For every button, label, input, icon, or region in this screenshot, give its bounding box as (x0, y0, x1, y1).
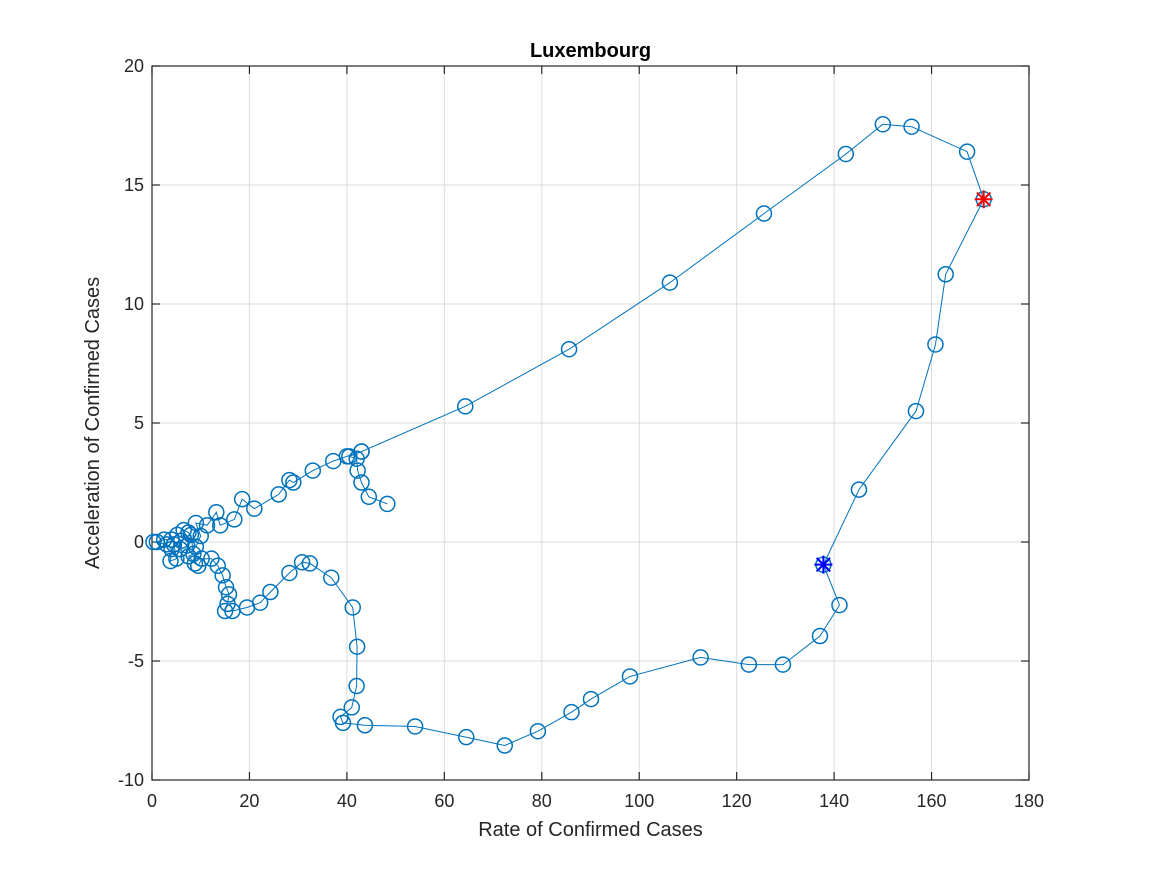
data-point (740, 656, 758, 673)
data-point (216, 602, 234, 620)
y-tick-label: 15 (124, 175, 144, 195)
data-point (182, 526, 200, 544)
start-marker-stroke (815, 557, 831, 573)
y-tick-label: 10 (124, 294, 144, 314)
x-tick-label: 80 (532, 791, 552, 811)
series (145, 116, 992, 754)
data-point (353, 443, 370, 460)
data-point (293, 553, 311, 571)
data-point (193, 550, 210, 567)
data-point (353, 474, 370, 491)
data-point (457, 398, 474, 415)
data-point (220, 586, 238, 603)
x-tick-label: 100 (624, 791, 654, 811)
x-tick-label: 140 (819, 791, 849, 811)
data-point (324, 452, 342, 470)
y-tick-label: 0 (134, 532, 144, 552)
chart-title: Luxembourg (530, 40, 651, 62)
data-point (301, 555, 319, 572)
data-point (621, 668, 639, 685)
data-point (251, 594, 269, 611)
data-point (379, 495, 396, 513)
data-point (406, 718, 424, 735)
data-point (831, 596, 848, 614)
data-point (246, 500, 263, 517)
data-point (837, 145, 855, 163)
data-point (285, 474, 302, 491)
data-point (304, 462, 322, 479)
series-line (153, 123, 985, 747)
data-point (145, 533, 162, 551)
x-tick-label: 20 (239, 791, 259, 811)
data-point (217, 578, 235, 596)
data-point (214, 567, 231, 584)
data-point (529, 722, 547, 740)
data-point (356, 717, 374, 734)
data-point (334, 714, 352, 732)
x-axis-label: Rate of Confirmed Cases (478, 819, 703, 841)
data-point (360, 488, 378, 506)
data-point (233, 490, 251, 508)
x-tick-label: 40 (337, 791, 357, 811)
data-point (172, 532, 190, 550)
ticks: 0 20 40 60 80 100 120 140 160 180 -10 -5 0 5 10 15 20 (118, 56, 1044, 811)
data-point (563, 703, 580, 721)
end-marker-stroke (976, 191, 992, 207)
x-tick-label: 180 (1014, 791, 1044, 811)
data-point (560, 340, 578, 358)
y-tick-label: -5 (128, 651, 144, 671)
data-point (755, 205, 773, 222)
data-point (348, 638, 366, 655)
data-point (192, 527, 209, 545)
data-point (958, 143, 976, 160)
data-point (903, 118, 920, 135)
data-point (874, 116, 892, 133)
data-point (692, 649, 709, 666)
data-point (344, 599, 361, 616)
end-marker (974, 190, 993, 209)
data-point (226, 511, 243, 528)
data-point (343, 699, 361, 716)
data-point (270, 486, 287, 503)
x-tick-label: 120 (722, 791, 752, 811)
data-point (178, 537, 196, 554)
data-point (927, 336, 944, 353)
x-tick-label: 0 (147, 791, 157, 811)
y-tick-label: 20 (124, 56, 144, 76)
data-point (907, 402, 925, 420)
data-point (208, 504, 225, 521)
data-point (774, 656, 792, 673)
data-point (850, 481, 868, 498)
data-point (811, 627, 829, 645)
x-tick-label: 160 (917, 791, 947, 811)
data-point (349, 462, 366, 479)
data-point (262, 583, 279, 601)
data-point (209, 557, 227, 575)
data-point (496, 737, 513, 754)
data-point (281, 471, 298, 489)
start-marker (814, 555, 833, 574)
data-point (582, 690, 600, 708)
x-tick-label: 60 (434, 791, 454, 811)
data-point (281, 564, 298, 582)
y-axis-label: Acceleration of Confirmed Cases (82, 277, 104, 569)
y-tick-label: -10 (118, 770, 144, 790)
data-point (323, 569, 340, 586)
y-tick-label: 5 (134, 413, 144, 433)
data-point (458, 728, 475, 746)
data-point (661, 274, 679, 291)
data-point (937, 266, 954, 283)
special-markers (814, 190, 993, 574)
data-point (348, 677, 365, 695)
